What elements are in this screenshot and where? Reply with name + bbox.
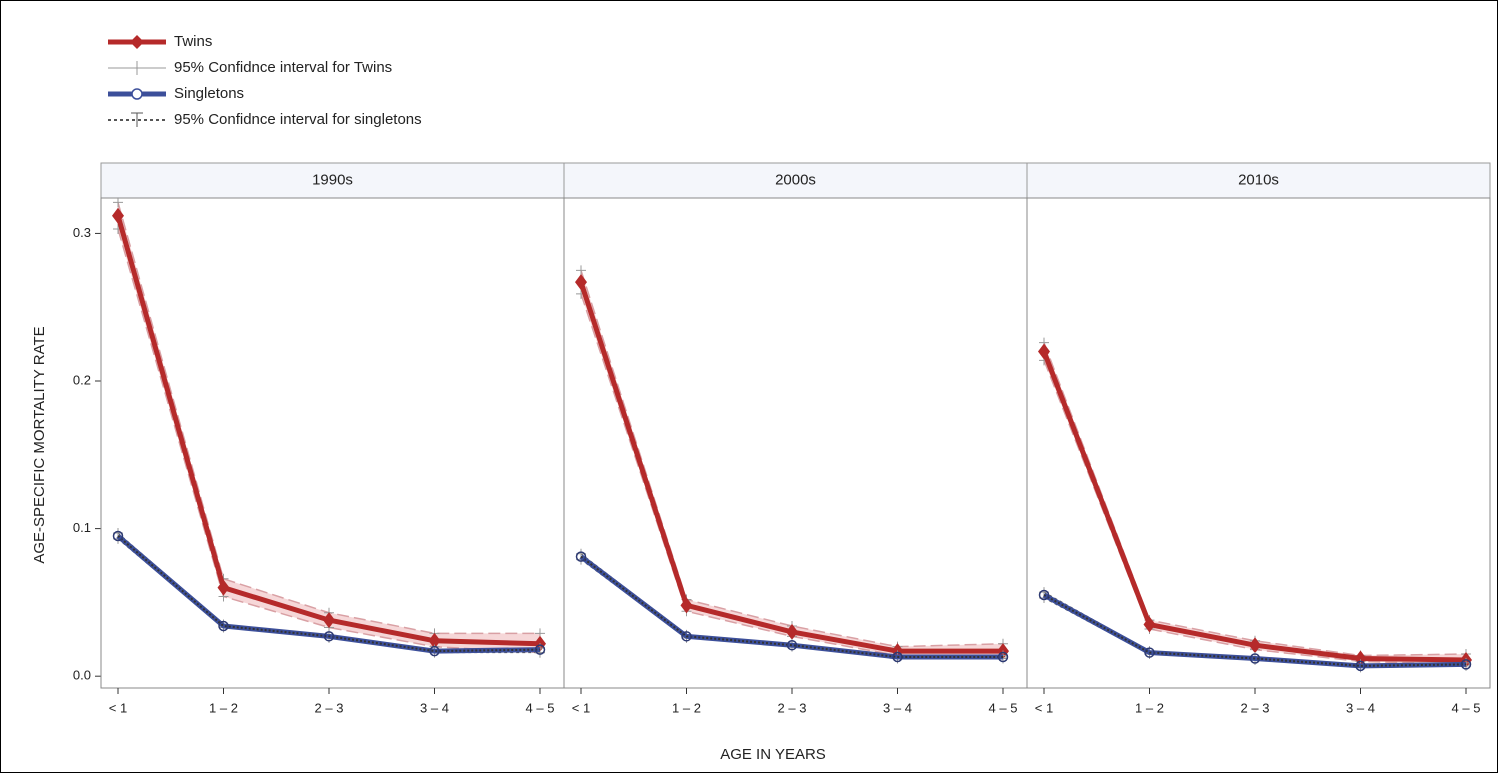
ci-band: [118, 202, 540, 653]
series-line: [115, 215, 541, 647]
point: [323, 612, 335, 629]
point: [534, 644, 546, 655]
panel-header: [100, 162, 565, 199]
x-tick-label: 2 – 3: [315, 700, 344, 715]
x-tick-label: 1 – 2: [672, 700, 701, 715]
series-line-overlay: [580, 555, 1003, 659]
panel-frame: [1026, 197, 1491, 689]
point: [112, 207, 124, 224]
point: [681, 631, 692, 642]
ci-band: [1044, 342, 1466, 665]
x-tick-label: 2 – 3: [778, 700, 807, 715]
point: [575, 274, 587, 291]
point: [1038, 589, 1050, 601]
point: [1144, 647, 1155, 658]
ci-line: [580, 270, 1004, 648]
panel-title: 2000s: [775, 171, 816, 188]
x-tick-label: 3 – 4: [1346, 700, 1375, 715]
panel-header: [563, 162, 1028, 199]
series-line: [1041, 350, 1467, 663]
x-tick-label: < 1: [109, 700, 127, 715]
series-line-overlay: [117, 535, 541, 653]
legend-label: 95% Confidnce interval for singletons: [174, 111, 422, 128]
x-tick-label: 1 – 2: [209, 700, 238, 715]
y-tick-label: 0.3: [73, 225, 91, 240]
x-tick-label: 4 – 5: [989, 700, 1018, 715]
point: [997, 651, 1009, 663]
point: [1355, 660, 1366, 672]
point: [680, 597, 693, 614]
point: [1143, 616, 1156, 633]
point: [892, 651, 903, 663]
x-tick-label: < 1: [572, 700, 590, 715]
point: [323, 631, 335, 642]
legend-label: 95% Confidnce interval for Twins: [174, 59, 392, 76]
panel-title: 1990s: [312, 171, 353, 188]
y-tick-label: 0.0: [73, 668, 91, 683]
x-tick-label: < 1: [1035, 700, 1053, 715]
point: [1249, 653, 1261, 664]
point: [786, 623, 798, 640]
point: [217, 579, 230, 596]
x-tick-label: 3 – 4: [883, 700, 912, 715]
point: [1249, 637, 1261, 654]
ci-marker: [576, 265, 586, 276]
point: [112, 530, 124, 542]
ci-line: [1043, 342, 1467, 657]
legend-marker: [131, 112, 143, 127]
y-axis-label: AGE-SPECIFIC MORTALITY RATE: [31, 326, 48, 563]
point: [1038, 343, 1050, 360]
point: [428, 632, 441, 649]
point: [1460, 659, 1472, 670]
x-tick-label: 2 – 3: [1241, 700, 1270, 715]
legend-marker: [130, 61, 144, 75]
legend-marker: [130, 35, 144, 49]
panel-title: 2010s: [1238, 171, 1279, 188]
ci-marker: [113, 197, 123, 208]
x-tick-label: 4 – 5: [1452, 700, 1481, 715]
x-tick-label: 4 – 5: [526, 700, 555, 715]
y-tick-label: 0.1: [73, 520, 91, 535]
point: [786, 639, 798, 651]
x-axis-label: AGE IN YEARS: [720, 746, 826, 763]
point: [429, 645, 440, 657]
x-tick-label: 3 – 4: [420, 700, 449, 715]
ci-band: [581, 270, 1003, 658]
x-tick-label: 1 – 2: [1135, 700, 1164, 715]
series-line-overlay: [1043, 594, 1467, 667]
legend-marker: [131, 88, 143, 100]
ci-line: [117, 202, 540, 635]
point: [218, 620, 229, 632]
point: [575, 551, 587, 562]
legend-label: Twins: [174, 33, 212, 50]
panel-header: [1026, 162, 1491, 199]
legend-label: Singletons: [174, 85, 244, 102]
y-tick-label: 0.2: [73, 372, 91, 387]
